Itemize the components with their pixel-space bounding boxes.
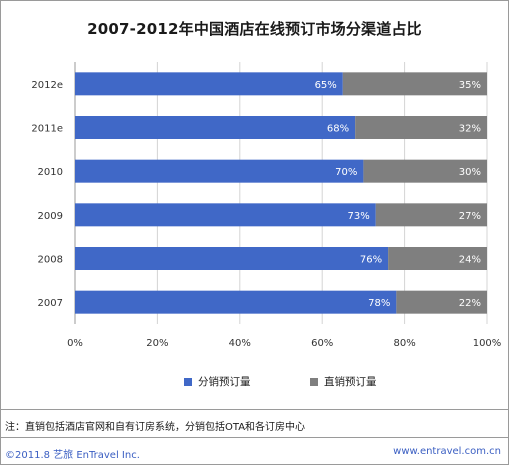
legend-swatch-direct [310, 377, 318, 386]
x-tick-label-3: 60% [311, 338, 333, 349]
data-label-direct-5: 22% [459, 298, 481, 309]
data-label-distribution-0: 65% [315, 80, 337, 91]
data-label-distribution-5: 78% [368, 298, 390, 309]
data-label-direct-1: 32% [459, 124, 481, 135]
x-tick-label-0: 0% [67, 338, 83, 349]
bar-chart: 0% 20% 40% 60% 80% 100% 2012e 65% 35% 2011e 68% 32%… [31, 62, 502, 349]
legend-swatch-distribution [184, 377, 192, 386]
data-label-distribution-2: 70% [335, 167, 357, 178]
bar-distribution-5 [75, 290, 397, 314]
y-tick-label-3: 2009 [38, 211, 63, 222]
bar-direct-3 [375, 203, 487, 227]
bar-distribution-1 [75, 116, 356, 139]
data-label-direct-3: 27% [459, 211, 481, 222]
bar-direct-2 [363, 159, 487, 183]
bar-distribution-3 [75, 203, 376, 227]
x-tick-label-1: 20% [146, 338, 168, 349]
data-label-distribution-4: 76% [360, 255, 382, 266]
bar-direct-5 [396, 290, 487, 314]
copyright-text: ©2011.8 艺旅 EnTravel Inc. [5, 450, 140, 461]
footnote: 注：直销包括酒店官网和自有订房系统，分销包括OTA和各订房中心 [5, 422, 306, 433]
data-label-direct-4: 24% [459, 255, 481, 266]
website-link[interactable]: www.entravel.com.cn [393, 446, 501, 457]
divider-bottom [1, 437, 508, 438]
x-tick-label-4: 80% [393, 338, 415, 349]
bar-direct-1 [355, 116, 487, 139]
bar-distribution-4 [75, 247, 389, 270]
legend-label-direct: 直销预订量 [324, 376, 377, 388]
legend-label-distribution: 分销预订量 [198, 376, 251, 388]
x-tick-label-5: 100% [473, 338, 502, 349]
chart-title: 2007-2012年中国酒店在线预订市场分渠道占比 [87, 20, 422, 38]
bar-direct-0 [342, 72, 487, 96]
bar-distribution-0 [75, 72, 343, 96]
y-tick-label-2: 2010 [38, 167, 63, 178]
y-tick-label-4: 2008 [38, 255, 63, 266]
y-tick-label-1: 2011e [31, 124, 63, 135]
y-tick-label-5: 2007 [38, 298, 63, 309]
legend-item-distribution: 分销预订量 [184, 374, 251, 389]
y-tick-label-0: 2012e [31, 80, 63, 91]
bar-direct-4 [388, 247, 487, 270]
data-label-direct-2: 30% [459, 167, 481, 178]
x-tick-label-2: 40% [229, 338, 251, 349]
data-label-direct-0: 35% [459, 80, 481, 91]
legend-item-direct: 直销预订量 [310, 374, 377, 389]
data-label-distribution-3: 73% [348, 211, 370, 222]
data-label-distribution-1: 68% [327, 124, 349, 135]
divider-top [1, 409, 508, 410]
bar-distribution-2 [75, 159, 364, 183]
